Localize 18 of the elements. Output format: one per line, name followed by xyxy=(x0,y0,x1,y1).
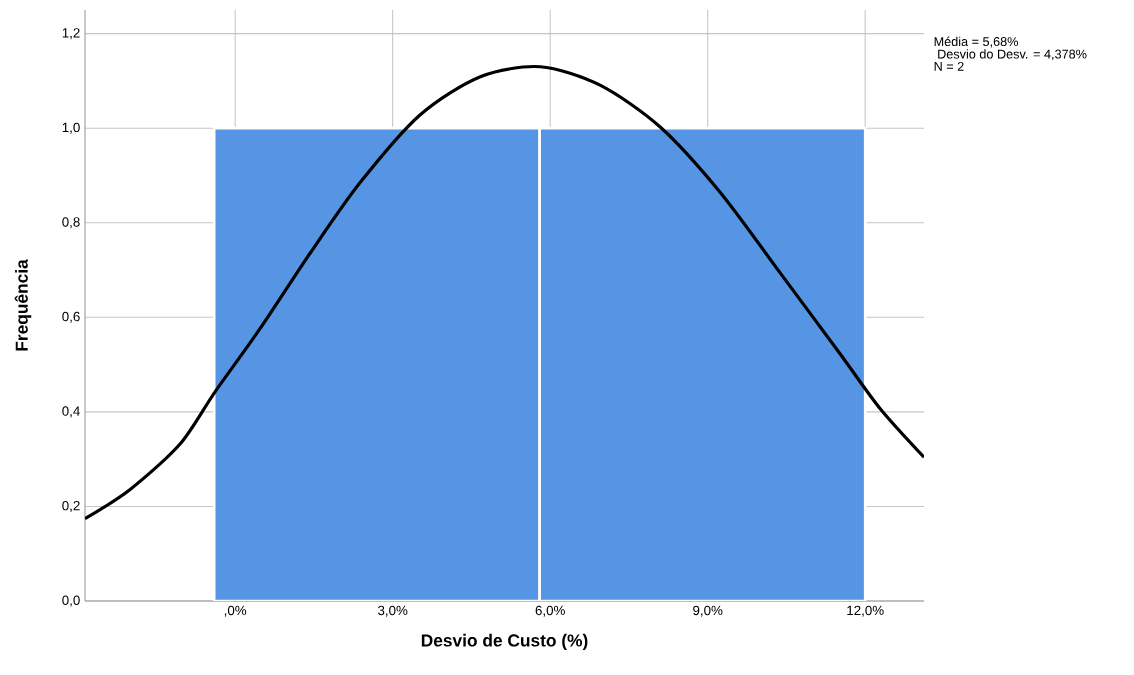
y-tick-label: 0,2 xyxy=(62,500,80,512)
x-axis-title: Desvio de Custo (%) xyxy=(421,633,588,651)
x-tick-label: 3,0% xyxy=(377,605,408,617)
y-tick-label: 0,0 xyxy=(62,595,80,607)
y-tick-label: 0,4 xyxy=(62,406,80,418)
text: Média = 5,68% xyxy=(934,36,1018,48)
x-tick-label: ,0% xyxy=(224,605,247,617)
x-tick-label: 9,0% xyxy=(693,605,723,617)
y-tick-label: 0,8 xyxy=(62,217,80,229)
x-tick-label: 12,0% xyxy=(847,605,884,617)
y-tick-label: 0,6 xyxy=(62,311,80,323)
y-axis-title: Frequência xyxy=(14,259,32,351)
y-tick-label: 1,2 xyxy=(62,28,80,40)
y-tick-label: 1,0 xyxy=(62,122,80,134)
line-series xyxy=(85,64,925,521)
x-tick-label: 6,0% xyxy=(535,605,565,617)
text: Desvio do Desv. = 4,378% xyxy=(938,49,1087,61)
text: N = 2 xyxy=(934,61,964,71)
